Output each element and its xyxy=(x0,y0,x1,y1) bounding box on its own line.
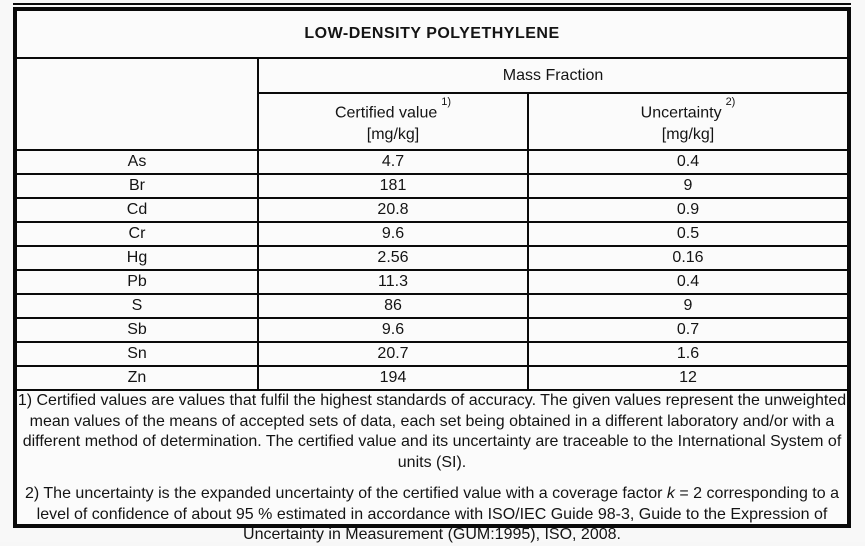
certified-value-cell: 20.7 xyxy=(258,342,529,367)
group-header-row: Mass Fraction xyxy=(17,58,847,151)
group-header-mass-fraction: Mass Fraction xyxy=(258,58,847,94)
table-row: Hg 2.56 0.16 xyxy=(17,246,847,271)
uncertainty-value-cell: 9 xyxy=(528,294,847,319)
uncertainty-value-cell: 0.7 xyxy=(528,318,847,343)
element-symbol-cell: Pb xyxy=(17,270,259,295)
corner-empty-cell xyxy=(17,58,259,151)
table-row: Cd 20.8 0.9 xyxy=(17,198,847,223)
certified-value-cell: 4.7 xyxy=(258,150,529,175)
certified-value-cell: 86 xyxy=(258,294,529,319)
uncertainty-value-cell: 12 xyxy=(528,366,847,391)
footnote-2-text-after: = 2 corresponding to a level of confiden… xyxy=(36,485,839,543)
certified-value-cell: 2.56 xyxy=(258,246,529,271)
uncertainty-value-cell: 1.6 xyxy=(528,342,847,367)
uncertainty-value-cell: 0.4 xyxy=(528,150,847,175)
table-row: Cr 9.6 0.5 xyxy=(17,222,847,247)
certificate-table: LOW-DENSITY POLYETHYLENE Mass Fraction C… xyxy=(17,11,847,546)
table-row: Pb 11.3 0.4 xyxy=(17,270,847,295)
footnote-1: 1) Certified values are values that fulf… xyxy=(17,392,847,471)
coverage-factor-k: k xyxy=(666,485,675,502)
title-row: LOW-DENSITY POLYETHYLENE xyxy=(17,11,847,59)
footnote-2-text-before: 2) The uncertainty is the expanded uncer… xyxy=(25,485,667,502)
uncertainty-column-header: Uncertainty2) [mg/kg] xyxy=(528,93,847,151)
uncertainty-value-cell: 9 xyxy=(528,174,847,199)
element-symbol-cell: Cd xyxy=(17,198,259,223)
table-row: As 4.7 0.4 xyxy=(17,150,847,175)
table-row: Br 181 9 xyxy=(17,174,847,199)
element-symbol-cell: Zn xyxy=(17,366,259,391)
certified-value-unit: [mg/kg] xyxy=(366,126,420,144)
element-symbol-cell: Sb xyxy=(17,318,259,343)
table-row: Sb 9.6 0.7 xyxy=(17,318,847,343)
certified-value-label: Certified value xyxy=(334,104,438,122)
footnotes-section: 1) Certified values are values that fulf… xyxy=(17,390,847,546)
element-symbol-cell: Hg xyxy=(17,246,259,271)
uncertainty-value-cell: 0.4 xyxy=(528,270,847,295)
table-row: Zn 194 12 xyxy=(17,366,847,391)
top-rule xyxy=(13,3,851,5)
footnotes-row: 1) Certified values are values that fulf… xyxy=(17,390,847,546)
uncertainty-label: Uncertainty xyxy=(640,104,722,122)
table-row: S 86 9 xyxy=(17,294,847,319)
footnote-2: 2) The uncertainty is the expanded uncer… xyxy=(17,484,847,546)
certified-value-cell: 11.3 xyxy=(258,270,529,295)
element-symbol-cell: As xyxy=(17,150,259,175)
element-symbol-cell: Sn xyxy=(17,342,259,367)
uncertainty-unit: [mg/kg] xyxy=(661,126,715,144)
table-row: Sn 20.7 1.6 xyxy=(17,342,847,367)
element-symbol-cell: Br xyxy=(17,174,259,199)
certified-value-cell: 9.6 xyxy=(258,318,529,343)
certified-value-cell: 194 xyxy=(258,366,529,391)
certified-value-cell: 9.6 xyxy=(258,222,529,247)
footnote-ref-2: 2) xyxy=(725,95,736,108)
footnote-ref-1: 1) xyxy=(441,95,452,108)
uncertainty-value-cell: 0.9 xyxy=(528,198,847,223)
certificate-table-frame: LOW-DENSITY POLYETHYLENE Mass Fraction C… xyxy=(13,7,851,543)
uncertainty-value-cell: 0.5 xyxy=(528,222,847,247)
certified-value-column-header: Certified value1) [mg/kg] xyxy=(258,93,529,151)
column-header-row: Certified value1) [mg/kg] Uncertainty2) … xyxy=(17,93,847,151)
certified-value-cell: 20.8 xyxy=(258,198,529,223)
certified-value-cell: 181 xyxy=(258,174,529,199)
element-symbol-cell: Cr xyxy=(17,222,259,247)
uncertainty-value-cell: 0.16 xyxy=(528,246,847,271)
page-title: LOW-DENSITY POLYETHYLENE xyxy=(17,11,847,59)
element-symbol-cell: S xyxy=(17,294,259,319)
